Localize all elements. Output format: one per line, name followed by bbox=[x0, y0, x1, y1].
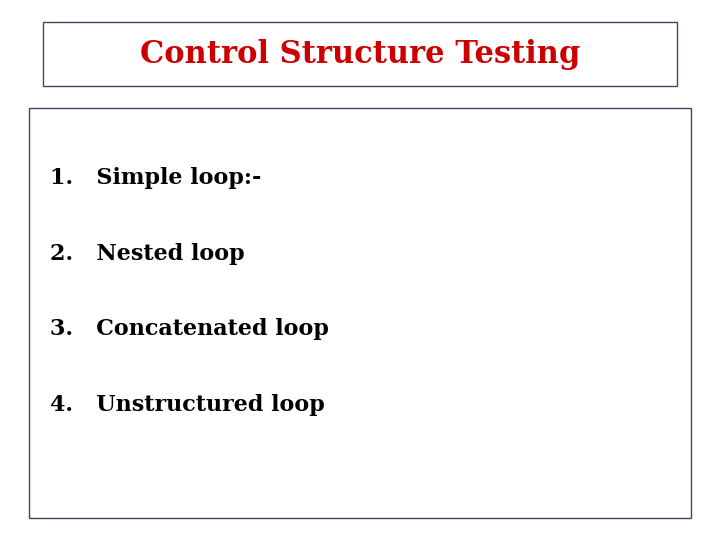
Text: 1.   Simple loop:-: 1. Simple loop:- bbox=[50, 167, 262, 189]
Text: 4.   Unstructured loop: 4. Unstructured loop bbox=[50, 394, 325, 416]
FancyBboxPatch shape bbox=[29, 108, 691, 518]
Text: 2.   Nested loop: 2. Nested loop bbox=[50, 243, 245, 265]
Text: 3.   Concatenated loop: 3. Concatenated loop bbox=[50, 319, 329, 340]
FancyBboxPatch shape bbox=[43, 22, 677, 86]
Text: Control Structure Testing: Control Structure Testing bbox=[140, 38, 580, 70]
